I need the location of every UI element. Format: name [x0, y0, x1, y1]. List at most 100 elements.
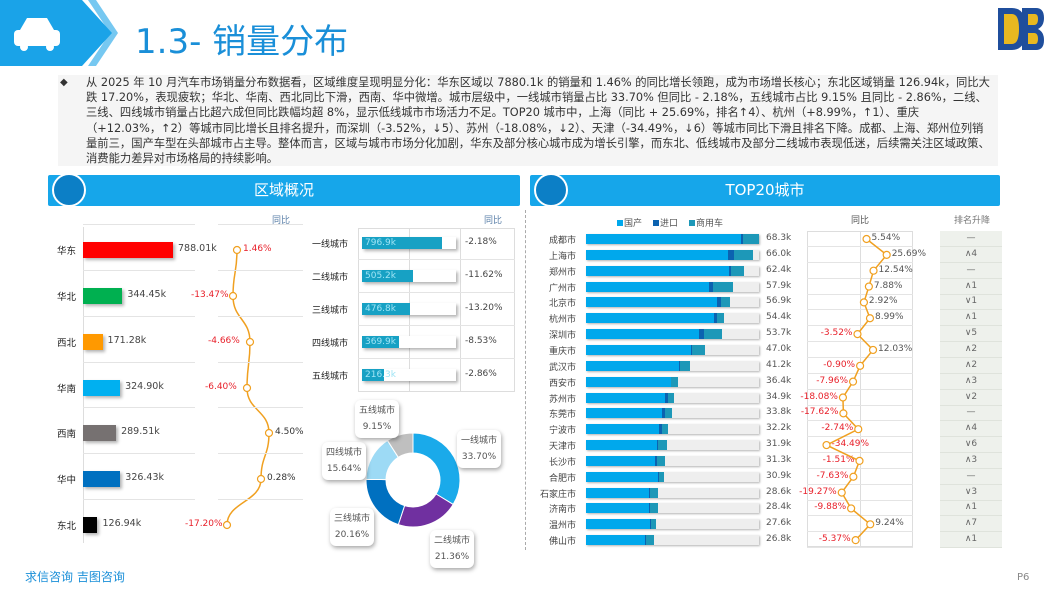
city-bar-domestic — [586, 471, 659, 482]
city-bar-track — [586, 503, 759, 514]
rank-change: ∧1 — [964, 280, 978, 291]
city-bar-import — [713, 313, 717, 324]
rank-row-divider — [940, 356, 1002, 358]
tier-row-divider — [358, 259, 515, 260]
city-yoy-label: -18.08% — [800, 391, 838, 402]
yoy-point — [256, 474, 266, 484]
region-value: 289.51k — [121, 426, 160, 437]
city-bar-domestic — [586, 535, 645, 546]
region-value: 344.45k — [127, 289, 167, 300]
region-bar — [83, 471, 121, 487]
city-bar-track — [586, 281, 759, 292]
city-yoy-label: 12.54% — [878, 264, 913, 275]
tier-bar — [362, 237, 442, 249]
city-label: 郑州市 — [548, 267, 576, 278]
callout-category: 一线城市 — [461, 436, 498, 446]
rank-row-divider — [940, 547, 1002, 549]
city-bar-domestic — [586, 392, 665, 403]
callout-category: 四线城市 — [326, 448, 363, 458]
yoy-row-divider — [807, 404, 913, 406]
callout-percent: 33.70% — [461, 452, 497, 462]
gridline — [218, 270, 303, 271]
city-total: 30.9k — [766, 470, 792, 481]
city-yoy-label: -19.27% — [799, 486, 837, 497]
yoy-row-divider — [807, 483, 913, 485]
donut-callout: 三线城市 20.16% — [330, 508, 375, 546]
city-bar-commercial — [661, 424, 668, 435]
city-bar-import — [670, 376, 672, 387]
tier-bar — [362, 336, 400, 348]
yoy-row-divider — [807, 467, 913, 469]
city-bar-track — [586, 297, 759, 308]
legend-swatch — [617, 220, 623, 226]
city-label: 佛山市 — [548, 537, 576, 548]
gridline — [218, 224, 303, 225]
yoy-row-divider — [807, 261, 913, 263]
city-bar-commercial — [650, 519, 656, 530]
city-label: 杭州市 — [548, 315, 576, 326]
tier-yoy: -2.86% — [465, 369, 497, 379]
city-bar-import — [654, 455, 657, 466]
region-bar — [83, 517, 98, 533]
region-bar — [83, 334, 103, 350]
callout-category: 五线城市 — [359, 406, 396, 416]
city-yoy-label: 2.92% — [868, 296, 898, 307]
yoy-row-divider — [807, 341, 913, 343]
rank-row-divider — [940, 452, 1002, 454]
legend-swatch — [689, 220, 695, 226]
gridline — [83, 270, 195, 271]
rank-row-divider — [940, 388, 1002, 390]
city-bar-import — [649, 487, 650, 498]
city-bar-domestic — [586, 455, 655, 466]
legend-label: 商用车 — [696, 219, 724, 229]
region-bar — [83, 380, 121, 396]
region-label: 华中 — [57, 475, 77, 486]
tier-bar — [362, 369, 384, 381]
city-label: 天津市 — [548, 442, 576, 453]
tier-value: 216.3k — [365, 370, 396, 380]
city-bar-import — [648, 503, 650, 514]
city-bar-track — [586, 376, 759, 387]
city-bar-import — [740, 234, 744, 244]
tier-yoy-header: 同比 — [484, 216, 503, 226]
donut-callout: 一线城市 33.70% — [457, 430, 502, 468]
rank-row-divider — [940, 436, 1002, 438]
city-yoy-point — [839, 409, 848, 418]
city-total: 66.0k — [766, 248, 792, 259]
city-label: 石家庄市 — [539, 489, 576, 500]
rank-change: ∧2 — [964, 359, 978, 370]
callout-percent: 15.64% — [326, 464, 362, 474]
city-bar-track — [586, 440, 759, 451]
rank-row-divider — [940, 261, 1002, 263]
city-total: 31.9k — [766, 439, 792, 450]
yoy-row-divider — [807, 372, 913, 374]
city-bar-commercial — [743, 234, 759, 244]
tier-bar — [362, 270, 413, 282]
region-yoy-label: 4.50% — [275, 427, 304, 437]
city-bar-track — [586, 471, 759, 482]
city-label: 成都市 — [548, 236, 576, 246]
rank-change: — — [966, 264, 976, 275]
city-bar-import — [649, 519, 651, 530]
rank-change: ∧1 — [964, 502, 978, 513]
city-yoy-point — [849, 472, 858, 481]
footer-brand[interactable]: 求信咨询 吉图咨询 — [25, 570, 125, 584]
rank-row-divider — [940, 515, 1002, 517]
city-yoy-label: 25.69% — [891, 248, 927, 259]
city-total: 27.6k — [766, 518, 792, 529]
gridline — [83, 316, 195, 317]
city-bar-commercial — [703, 329, 723, 340]
city-yoy-point — [854, 425, 863, 434]
city-total: 47.0k — [766, 343, 792, 354]
city-total: 62.4k — [766, 264, 792, 275]
city-bar-import — [657, 440, 659, 451]
city-bar-domestic — [586, 344, 692, 355]
tier-yoy: -13.20% — [465, 303, 503, 313]
city-yoy-point — [855, 456, 864, 465]
rank-row-divider — [940, 531, 1002, 533]
tier-row-divider — [358, 292, 515, 293]
city-total: 36.4k — [766, 375, 792, 386]
region-label: 西南 — [57, 429, 77, 440]
city-bar-import — [698, 329, 704, 340]
